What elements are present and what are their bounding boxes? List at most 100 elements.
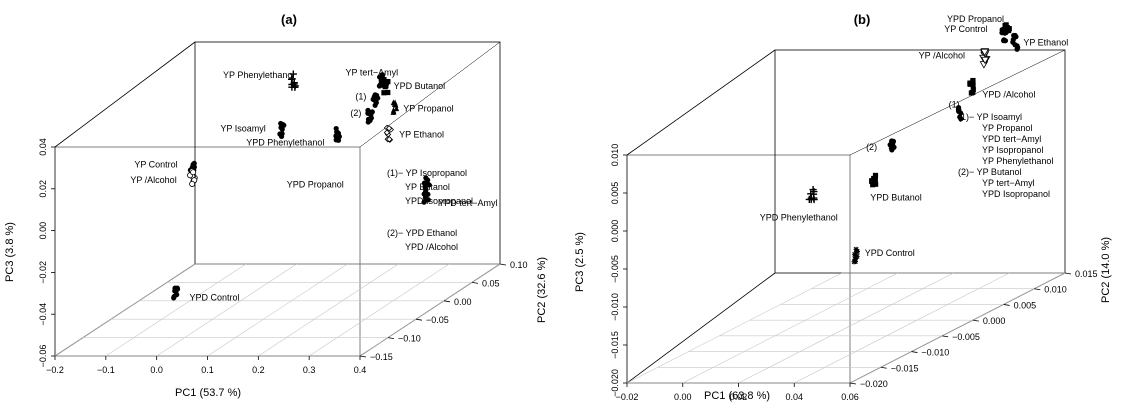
point-label: YP tert−Amyl — [346, 68, 399, 78]
legend-b-item: YPD Isopropanol — [982, 189, 1050, 199]
y-tick-label: −0.06 — [38, 345, 48, 368]
floor-grid-b — [626, 272, 1066, 384]
data-point — [190, 169, 197, 176]
x-tick-label: 0.0 — [150, 365, 163, 375]
z-tick-label: 0.005 — [1014, 300, 1037, 310]
data-point — [957, 114, 963, 120]
data-point — [191, 160, 197, 166]
x-axis-label-a: PC1 (53.7 %) — [175, 387, 241, 399]
point-label: YP /Alcohol — [919, 51, 965, 61]
data-point — [393, 105, 400, 112]
point-label: YP Isoamyl — [220, 123, 265, 133]
floor-grid-a — [54, 263, 501, 357]
z-tick — [972, 319, 979, 322]
legend-a-item: YPD /Alcohol — [405, 242, 458, 252]
z-tick-label: −0.05 — [426, 315, 449, 325]
data-point — [288, 83, 296, 91]
point-cluster — [370, 92, 381, 108]
data-point — [391, 108, 397, 115]
x-tick-label: 0.4 — [354, 365, 367, 375]
data-point — [383, 129, 391, 136]
point-label: (1) — [355, 92, 366, 102]
data-point — [278, 133, 285, 140]
grid-line — [54, 263, 196, 357]
point-cluster — [365, 107, 375, 125]
panel-b — [626, 49, 1066, 384]
data-point — [967, 81, 974, 87]
grid-line — [207, 263, 348, 357]
point-cluster — [979, 48, 991, 69]
point-cluster — [999, 26, 1009, 44]
point-label: YPD Control — [865, 248, 915, 258]
z-axis-label-a: PC2 (32.6 %) — [536, 257, 548, 323]
z-tick-label: −0.005 — [952, 332, 980, 342]
point-cluster — [851, 246, 860, 265]
legend-a-item: (2)− YPD Ethanol — [387, 228, 457, 238]
data-point — [853, 254, 859, 260]
z-tick-label: −0.020 — [860, 379, 888, 389]
data-point — [871, 179, 877, 185]
z-tick-label: 0.10 — [510, 260, 528, 270]
x-tick-label: 0.2 — [252, 365, 265, 375]
x-tick-label: 0.1 — [201, 365, 214, 375]
point-label: YPD tert−Amyl — [438, 198, 497, 208]
grid-line — [156, 263, 297, 357]
data-point — [289, 70, 297, 78]
point-cluster — [383, 124, 394, 143]
point-cluster — [887, 138, 897, 153]
point-label: YPD Phenylethanol — [760, 212, 838, 222]
y-ticks-b: −0.020 −0.015 −0.010 −0.005 0.000 0.005 0.010 — [610, 144, 627, 397]
points-a — [171, 70, 432, 301]
z-tick-label: 0.00 — [454, 297, 472, 307]
y-tick-label: 0.02 — [38, 180, 48, 198]
data-point — [889, 147, 895, 153]
data-point — [372, 102, 378, 108]
data-point — [889, 138, 895, 144]
point-label: YP Ethanol — [399, 130, 444, 140]
point-label: YP Phenylethanol — [223, 70, 294, 80]
grid-line — [738, 272, 954, 384]
data-point — [980, 56, 990, 65]
data-point — [1010, 37, 1016, 43]
z-tick-label: 0.015 — [1075, 269, 1098, 279]
point-cluster — [967, 77, 976, 96]
point-cluster — [376, 72, 385, 89]
point-labels-a: YP tert−Amyl YPD Butanol YP Propanol (1) YP … — [130, 68, 497, 303]
z-tick — [1034, 288, 1041, 291]
y-tick-label: −0.015 — [610, 331, 620, 359]
z-tick — [387, 337, 395, 339]
y-ticks-a: −0.06 −0.04 −0.02 0.00 0.02 0.04 — [38, 138, 55, 367]
x-tick-label: −0.1 — [97, 365, 115, 375]
y-axis-label-b: PC3 (2.5 %) — [574, 232, 586, 292]
data-point — [1001, 37, 1007, 43]
z-tick — [471, 282, 479, 284]
data-point — [999, 30, 1005, 36]
data-point — [279, 126, 285, 132]
grid-line — [309, 263, 450, 357]
z-axis-label-b: PC2 (14.0 %) — [1100, 237, 1112, 303]
data-point — [1004, 24, 1010, 31]
x-tick-label: −0.02 — [616, 392, 639, 402]
legend-b-item: YP tert−Amyl — [982, 178, 1035, 188]
data-point — [368, 115, 374, 121]
y-tick-label: −0.010 — [610, 293, 620, 321]
x-ticks-b: −0.02 0.00 0.02 0.04 0.06 — [616, 383, 859, 402]
legend-b-item: YP Propanol — [982, 123, 1032, 133]
point-cluster — [187, 168, 198, 187]
data-point — [970, 86, 976, 93]
x-tick-label: −0.2 — [46, 365, 64, 375]
point-label: YP Propanol — [403, 103, 453, 113]
data-point — [854, 248, 860, 255]
z-tick-label: 0.000 — [983, 316, 1006, 326]
data-point — [386, 136, 393, 143]
data-point — [423, 175, 429, 181]
data-point — [422, 189, 429, 195]
x-tick-label: 0.00 — [674, 392, 692, 402]
z-tick — [359, 355, 367, 358]
z-ticks-a: −0.15 −0.10 −0.05 0.00 0.05 0.10 — [359, 260, 528, 362]
z-tick-label: −0.10 — [398, 334, 421, 344]
data-point — [423, 196, 429, 203]
